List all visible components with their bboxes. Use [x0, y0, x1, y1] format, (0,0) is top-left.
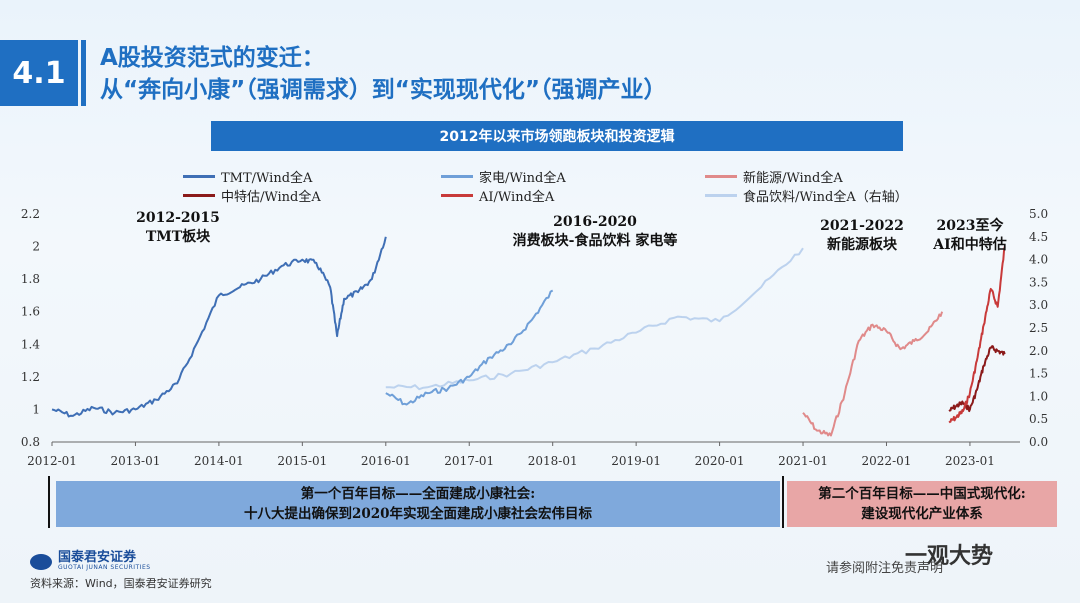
y-left-tick-label: 1.2 [21, 370, 40, 384]
y-left-tick-label: 1 [32, 402, 40, 416]
y-left-tick-label: 2 [32, 240, 40, 254]
series-line-shipin [385, 247, 804, 391]
y-right-tick-label: 1.0 [1029, 389, 1048, 403]
y-right-tick-label: 3.0 [1029, 298, 1048, 312]
x-tick-label: 2018-01 [528, 454, 578, 468]
annotation-consumer: 2016-2020 消费板块-食品饮料 家电等 [485, 213, 705, 251]
y-right-tick-label: 2.5 [1029, 321, 1048, 335]
source-note: 资料来源：Wind，国泰君安证券研究 [30, 577, 212, 590]
legend-item-zhongteguo: 中特估/Wind全A [183, 186, 321, 205]
annotation-tmt-sector: TMT板块 [145, 229, 211, 245]
annotation-tmt: 2012-2015 TMT板块 [133, 209, 223, 247]
legend-item-ai: AI/Wind全A [441, 186, 554, 205]
legend-swatch-jiadian [441, 175, 473, 178]
x-tick-label: 2013-01 [111, 454, 161, 468]
disclaimer: 请参阅附注免责声明 [826, 561, 944, 576]
logo-icon [30, 553, 52, 570]
legend-label-shipin: 食品饮料/Wind全A（右轴） [743, 190, 908, 205]
annotation-tmt-period: 2012-2015 [136, 210, 220, 226]
y-left-tick-label: 0.8 [21, 435, 40, 449]
section-number: 4.1 [0, 40, 78, 106]
divider-left [48, 476, 50, 528]
x-tick-label: 2021-01 [778, 454, 828, 468]
y-left-tick-label: 1.8 [21, 272, 40, 286]
annotation-new-energy: 2021-2022 新能源板块 [817, 217, 907, 255]
y-right-tick-label: 3.5 [1029, 275, 1048, 289]
series-line-zhongteguo [948, 345, 1006, 413]
goal-box-second-line2: 建设现代化产业体系 [861, 506, 983, 522]
y-left-tick-label: 2.2 [21, 207, 40, 221]
goal-box-first-century: 第一个百年目标——全面建成小康社会: 十八大提出确保到2020年实现全面建成小康… [56, 481, 780, 527]
legend-label-zhongteguo: 中特估/Wind全A [221, 190, 321, 205]
annotation-consumer-period: 2016-2020 [553, 214, 637, 230]
y-right-tick-label: 1.5 [1029, 367, 1048, 381]
watermark: 一观大势 [905, 544, 994, 569]
legend-label-ai: AI/Wind全A [479, 190, 555, 205]
company-logo: 国泰君安证券 GUOTAI JUNAN SECURITIES [30, 550, 151, 571]
series-line-ai [948, 246, 1006, 424]
goal-box-first-line1: 第一个百年目标——全面建成小康社会: [300, 486, 536, 502]
series-line-tmt [51, 236, 387, 418]
legend-item-jiadian: 家电/Wind全A [441, 167, 566, 186]
y-right-tick-label: 2.0 [1029, 344, 1048, 358]
y-right-tick-label: 0.5 [1029, 412, 1048, 426]
y-right-tick-label: 0.0 [1029, 435, 1048, 449]
chart-title-banner: 2012年以来市场领跑板块和投资逻辑 [211, 121, 903, 151]
y-left-tick-label: 1.4 [21, 337, 40, 351]
title-line-1: A股投资范式的变迁： [100, 45, 325, 71]
y-right-tick-label: 4.0 [1029, 253, 1048, 267]
legend-label-xinnengyuan: 新能源/Wind全A [743, 171, 843, 186]
annotation-ai-zte-period: 2023至今 [936, 218, 1004, 234]
annotation-new-energy-period: 2021-2022 [820, 218, 904, 234]
x-tick-label: 2012-01 [27, 454, 77, 468]
legend-swatch-tmt [183, 175, 215, 178]
y-right-tick-label: 4.5 [1029, 230, 1048, 244]
x-tick-label: 2020-01 [695, 454, 745, 468]
series-line-xinnengyuan [802, 311, 944, 437]
x-tick-label: 2014-01 [194, 454, 244, 468]
legend-swatch-xinnengyuan [705, 175, 737, 178]
goal-box-second-line1: 第二个百年目标——中国式现代化: [818, 486, 1026, 502]
divider-middle [782, 476, 784, 528]
goal-box-second-century: 第二个百年目标——中国式现代化: 建设现代化产业体系 [787, 481, 1057, 527]
y-left-tick-label: 1.6 [21, 305, 40, 319]
annotation-ai-zte: 2023至今 AI和中特估 [925, 217, 1015, 255]
legend-swatch-ai [441, 194, 473, 197]
x-tick-label: 2022-01 [862, 454, 912, 468]
logo-cn: 国泰君安证券 [58, 550, 137, 565]
legend-item-shipin: 食品饮料/Wind全A（右轴） [705, 186, 908, 205]
annotation-new-energy-sector: 新能源板块 [827, 237, 897, 253]
x-tick-label: 2016-01 [361, 454, 411, 468]
annotation-ai-zte-sector: AI和中特估 [933, 237, 1007, 253]
section-divider [81, 40, 86, 106]
title-line-2: 从“奔向小康”（强调需求）到“实现现代化”（强调产业） [100, 77, 667, 103]
annotation-consumer-sector: 消费板块-食品饮料 家电等 [512, 233, 678, 249]
page-title: A股投资范式的变迁： 从“奔向小康”（强调需求）到“实现现代化”（强调产业） [100, 42, 666, 106]
legend-label-tmt: TMT/Wind全A [221, 171, 313, 186]
legend-item-tmt: TMT/Wind全A [183, 167, 312, 186]
x-tick-label: 2017-01 [444, 454, 494, 468]
x-tick-label: 2019-01 [611, 454, 661, 468]
y-right-tick-label: 5.0 [1029, 207, 1048, 221]
x-tick-label: 2023-01 [945, 454, 995, 468]
logo-en: GUOTAI JUNAN SECURITIES [58, 564, 151, 571]
legend-label-jiadian: 家电/Wind全A [479, 171, 566, 186]
legend-swatch-zhongteguo [183, 194, 215, 197]
x-tick-label: 2015-01 [277, 454, 327, 468]
legend-item-xinnengyuan: 新能源/Wind全A [705, 167, 843, 186]
legend-swatch-shipin [705, 194, 737, 197]
series-line-jiadian [385, 289, 554, 406]
goal-box-first-line2: 十八大提出确保到2020年实现全面建成小康社会宏伟目标 [243, 506, 593, 522]
